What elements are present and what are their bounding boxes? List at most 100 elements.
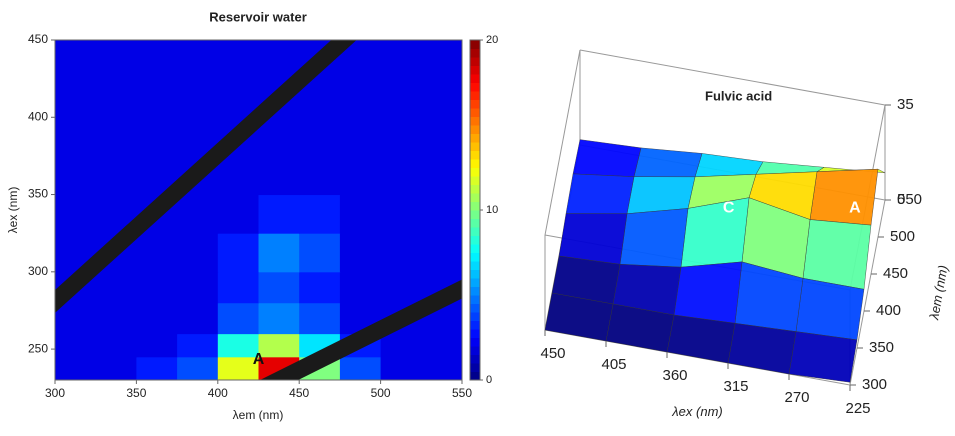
surface-patch — [727, 323, 797, 375]
heat-cell — [380, 233, 422, 273]
heat-cell — [421, 78, 463, 118]
heat-cell — [421, 40, 463, 80]
colorbar-step — [470, 125, 480, 134]
colorbar-step — [470, 108, 480, 117]
x-tick-label: 450 — [540, 345, 565, 362]
heat-cell — [421, 194, 463, 234]
colorbar-step — [470, 354, 480, 364]
annotation: A — [849, 199, 861, 216]
heat-cell — [380, 194, 422, 234]
heat-cell — [217, 333, 259, 358]
heat-cell — [136, 302, 178, 335]
colorbar-step — [470, 40, 480, 49]
heat-cell — [95, 271, 137, 304]
heat-cell — [95, 40, 137, 80]
y-axis-label: λem (nm) — [926, 264, 950, 322]
heat-cell — [380, 356, 422, 381]
surface-patch — [558, 213, 628, 265]
colorbar-step — [470, 363, 480, 372]
surface-patch — [802, 219, 872, 290]
colorbar-step — [470, 244, 480, 253]
z-tick-label: 0 — [897, 191, 905, 208]
heat-cell — [95, 155, 137, 196]
colorbar-step — [470, 150, 480, 160]
heat-cell — [339, 271, 382, 304]
heat-cell — [217, 155, 259, 196]
surface-patch — [788, 331, 858, 383]
heat-cell — [136, 333, 178, 358]
heat-cell — [380, 155, 422, 196]
colorbar-step — [470, 261, 480, 270]
x-tick-label: 550 — [452, 386, 472, 400]
heat-cell — [339, 117, 382, 157]
heat-cell — [339, 233, 382, 273]
heat-cell — [258, 117, 300, 157]
heat-cell — [217, 271, 259, 304]
heat-cell — [299, 117, 341, 157]
colorbar-step — [470, 286, 480, 296]
heat-cell — [339, 78, 382, 118]
y-axis-label: λex (nm) — [6, 187, 20, 234]
heat-cell — [299, 302, 341, 335]
heat-cell — [421, 233, 463, 273]
heat-cell — [217, 233, 259, 273]
heat-cell — [339, 155, 382, 196]
heat-cell — [177, 233, 219, 273]
heat-cell — [421, 356, 463, 381]
heat-cell — [95, 302, 137, 335]
x-tick-label: 300 — [45, 386, 65, 400]
surface-patch — [694, 153, 764, 178]
heat-cell — [55, 40, 97, 80]
y-tick-label: 550 — [897, 191, 922, 208]
scatter-band — [55, 40, 357, 313]
heat-cell — [380, 333, 422, 358]
colorbar-tick-label: 0 — [486, 374, 492, 386]
colorbar-step — [470, 167, 480, 177]
heat-cell — [339, 194, 382, 234]
plot-frame — [54, 39, 463, 381]
heat-cell — [258, 271, 300, 304]
x-tick-label: 400 — [208, 386, 228, 400]
heat-cell — [217, 194, 259, 234]
heat-cell — [55, 117, 97, 157]
heat-cell — [421, 117, 463, 157]
y-tick-label: 450 — [883, 265, 908, 282]
heatmap-cells — [55, 40, 463, 381]
box-edge — [849, 199, 886, 386]
y-tick-label: 300 — [28, 264, 48, 278]
colorbar-step — [470, 337, 480, 347]
colorbar-step — [470, 74, 480, 83]
colorbar-step — [470, 57, 480, 66]
colorbar-step — [470, 312, 480, 321]
colorbar-step — [470, 295, 480, 304]
surface-patch — [809, 168, 879, 226]
colorbar-step — [470, 278, 480, 287]
colorbar-step — [470, 201, 480, 211]
colorbar-step — [470, 91, 480, 100]
heat-cell — [258, 155, 300, 196]
heat-cell — [136, 356, 178, 381]
heat-cell — [258, 233, 300, 273]
heat-cell — [55, 155, 97, 196]
heat-cell — [380, 271, 422, 304]
colorbar-tick-label: 20 — [486, 34, 498, 46]
y-tick-label: 250 — [28, 341, 48, 355]
colorbar-step — [470, 65, 480, 75]
surface-patch — [619, 208, 689, 268]
colorbar-step — [470, 371, 480, 381]
colorbar-step — [470, 48, 480, 58]
colorbar-step — [470, 159, 480, 168]
heat-cell — [136, 117, 178, 157]
colorbar-tick-label: 10 — [486, 204, 498, 216]
colorbar-step — [470, 184, 480, 194]
heat-cell — [217, 302, 259, 335]
x-tick-label: 500 — [371, 386, 391, 400]
heat-cell — [339, 356, 382, 381]
colorbar-step — [470, 303, 480, 313]
heat-cell — [177, 78, 219, 118]
surface-patch — [673, 261, 743, 324]
colorbar-step — [470, 227, 480, 236]
heat-cell — [177, 194, 219, 234]
